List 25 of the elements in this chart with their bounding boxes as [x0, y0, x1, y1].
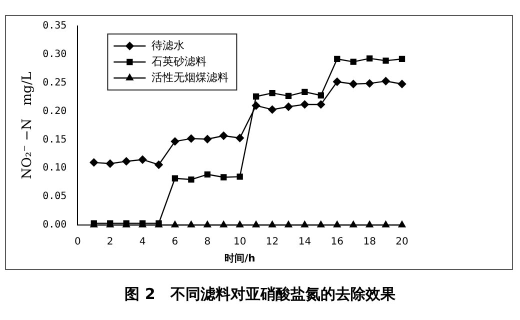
y-tick-label: 0.10 [42, 162, 67, 174]
x-tick-label: 2 [106, 236, 114, 248]
legend-label: 石英砂滤料 [152, 54, 207, 68]
x-tick-label: 4 [139, 236, 146, 248]
x-tick-label: 14 [298, 236, 312, 248]
legend-label: 活性无烟煤滤料 [152, 70, 229, 84]
x-tick-label: 6 [172, 236, 178, 248]
x-tick-label: 8 [204, 236, 211, 248]
x-tick-label: 12 [266, 236, 279, 248]
y-tick-label: 0.15 [42, 134, 67, 146]
y-tick-label: 0.25 [42, 77, 67, 88]
y-tick-label: 0.35 [42, 20, 67, 32]
x-tick-label: 0 [74, 236, 81, 248]
x-tick-label: 10 [233, 236, 246, 248]
legend-label: 待滤水 [152, 38, 185, 52]
text: 图 2 不同滤料对亚硝酸盐氮的去除效果 [124, 285, 396, 304]
y-tick-label: 0.30 [42, 49, 67, 60]
y-tick-label: 0.05 [42, 191, 67, 202]
y-axis-title: NO₂⁻ −N mg/L [20, 72, 36, 180]
x-tick-label: 20 [396, 236, 408, 248]
x-tick-label: 18 [363, 236, 376, 248]
y-tick-label: 0.00 [42, 220, 67, 231]
y-tick-label: 0.20 [42, 106, 67, 117]
x-axis-title: 时间/h [224, 252, 256, 265]
x-tick-label: 16 [330, 236, 344, 248]
